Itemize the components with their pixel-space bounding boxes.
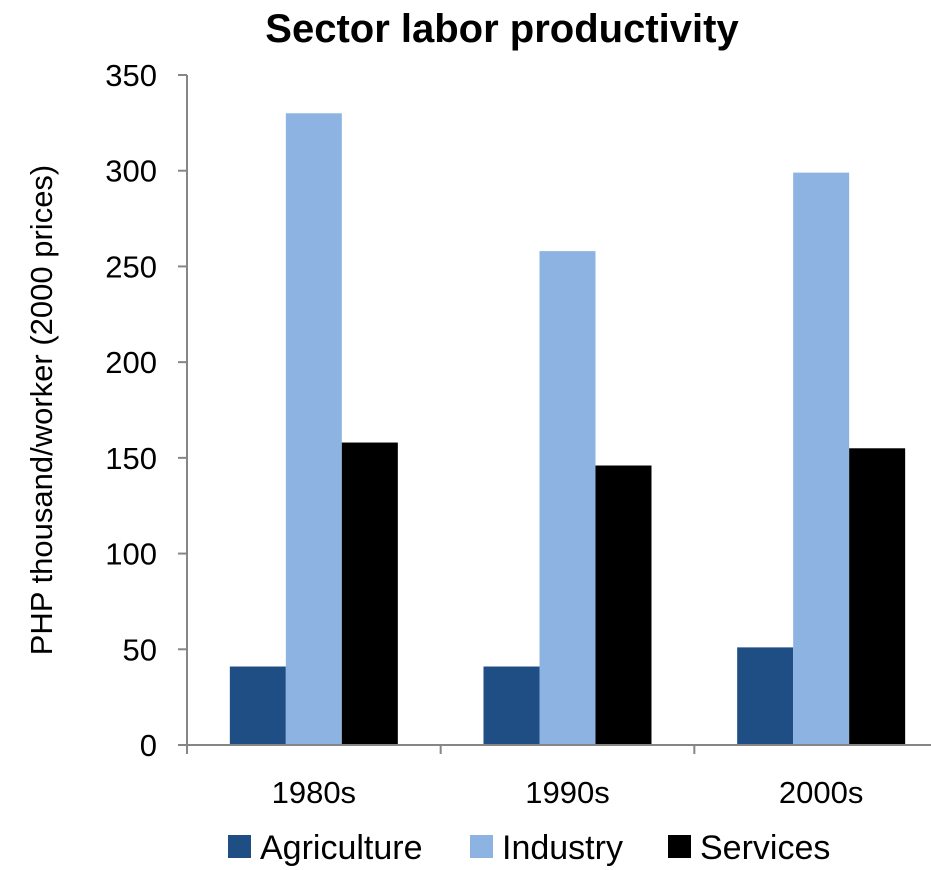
bar-agriculture-2000s: [737, 647, 794, 745]
y-tick-label: 100: [105, 537, 157, 572]
bar-services-2000s: [849, 448, 906, 745]
legend-item-agriculture: Agriculture: [228, 829, 423, 867]
y-tick-label: 350: [105, 58, 157, 93]
legend-label: Agriculture: [260, 829, 423, 867]
legend-swatch: [470, 835, 493, 858]
bars: [229, 113, 906, 746]
legend-label: Industry: [502, 829, 623, 867]
x-tick-label: 1990s: [525, 775, 609, 810]
bar-industry-1980s: [285, 113, 342, 746]
y-tick-label: 150: [105, 441, 157, 476]
legend-swatch: [228, 835, 251, 858]
legend-swatch: [668, 835, 691, 858]
legend: Agriculture Industry Services: [228, 829, 830, 867]
y-axis-label: PHP thousand/worker (2000 prices): [24, 165, 59, 656]
legend-item-services: Services: [668, 829, 830, 867]
legend-label: Services: [700, 829, 830, 867]
bar-services-1990s: [595, 465, 652, 745]
bar-agriculture-1990s: [483, 666, 540, 745]
bar-industry-1990s: [539, 251, 596, 745]
bar-services-1980s: [341, 442, 398, 745]
bar-agriculture-1980s: [229, 666, 286, 745]
legend-item-industry: Industry: [470, 829, 623, 867]
chart-title: Sector labor productivity: [265, 7, 739, 51]
x-axis: 1980s 1990s 2000s: [186, 744, 931, 810]
y-tick-label: 250: [105, 249, 157, 284]
y-tick-label: 50: [123, 632, 157, 667]
bar-industry-2000s: [793, 172, 850, 746]
y-tick-label: 0: [140, 728, 157, 763]
y-tick-label: 300: [105, 154, 157, 189]
x-tick-label: 1980s: [272, 775, 356, 810]
y-axis: 0 50 100 150 200 250 300 350: [105, 58, 188, 763]
y-tick-label: 200: [105, 345, 157, 380]
x-tick-label: 2000s: [779, 775, 863, 810]
